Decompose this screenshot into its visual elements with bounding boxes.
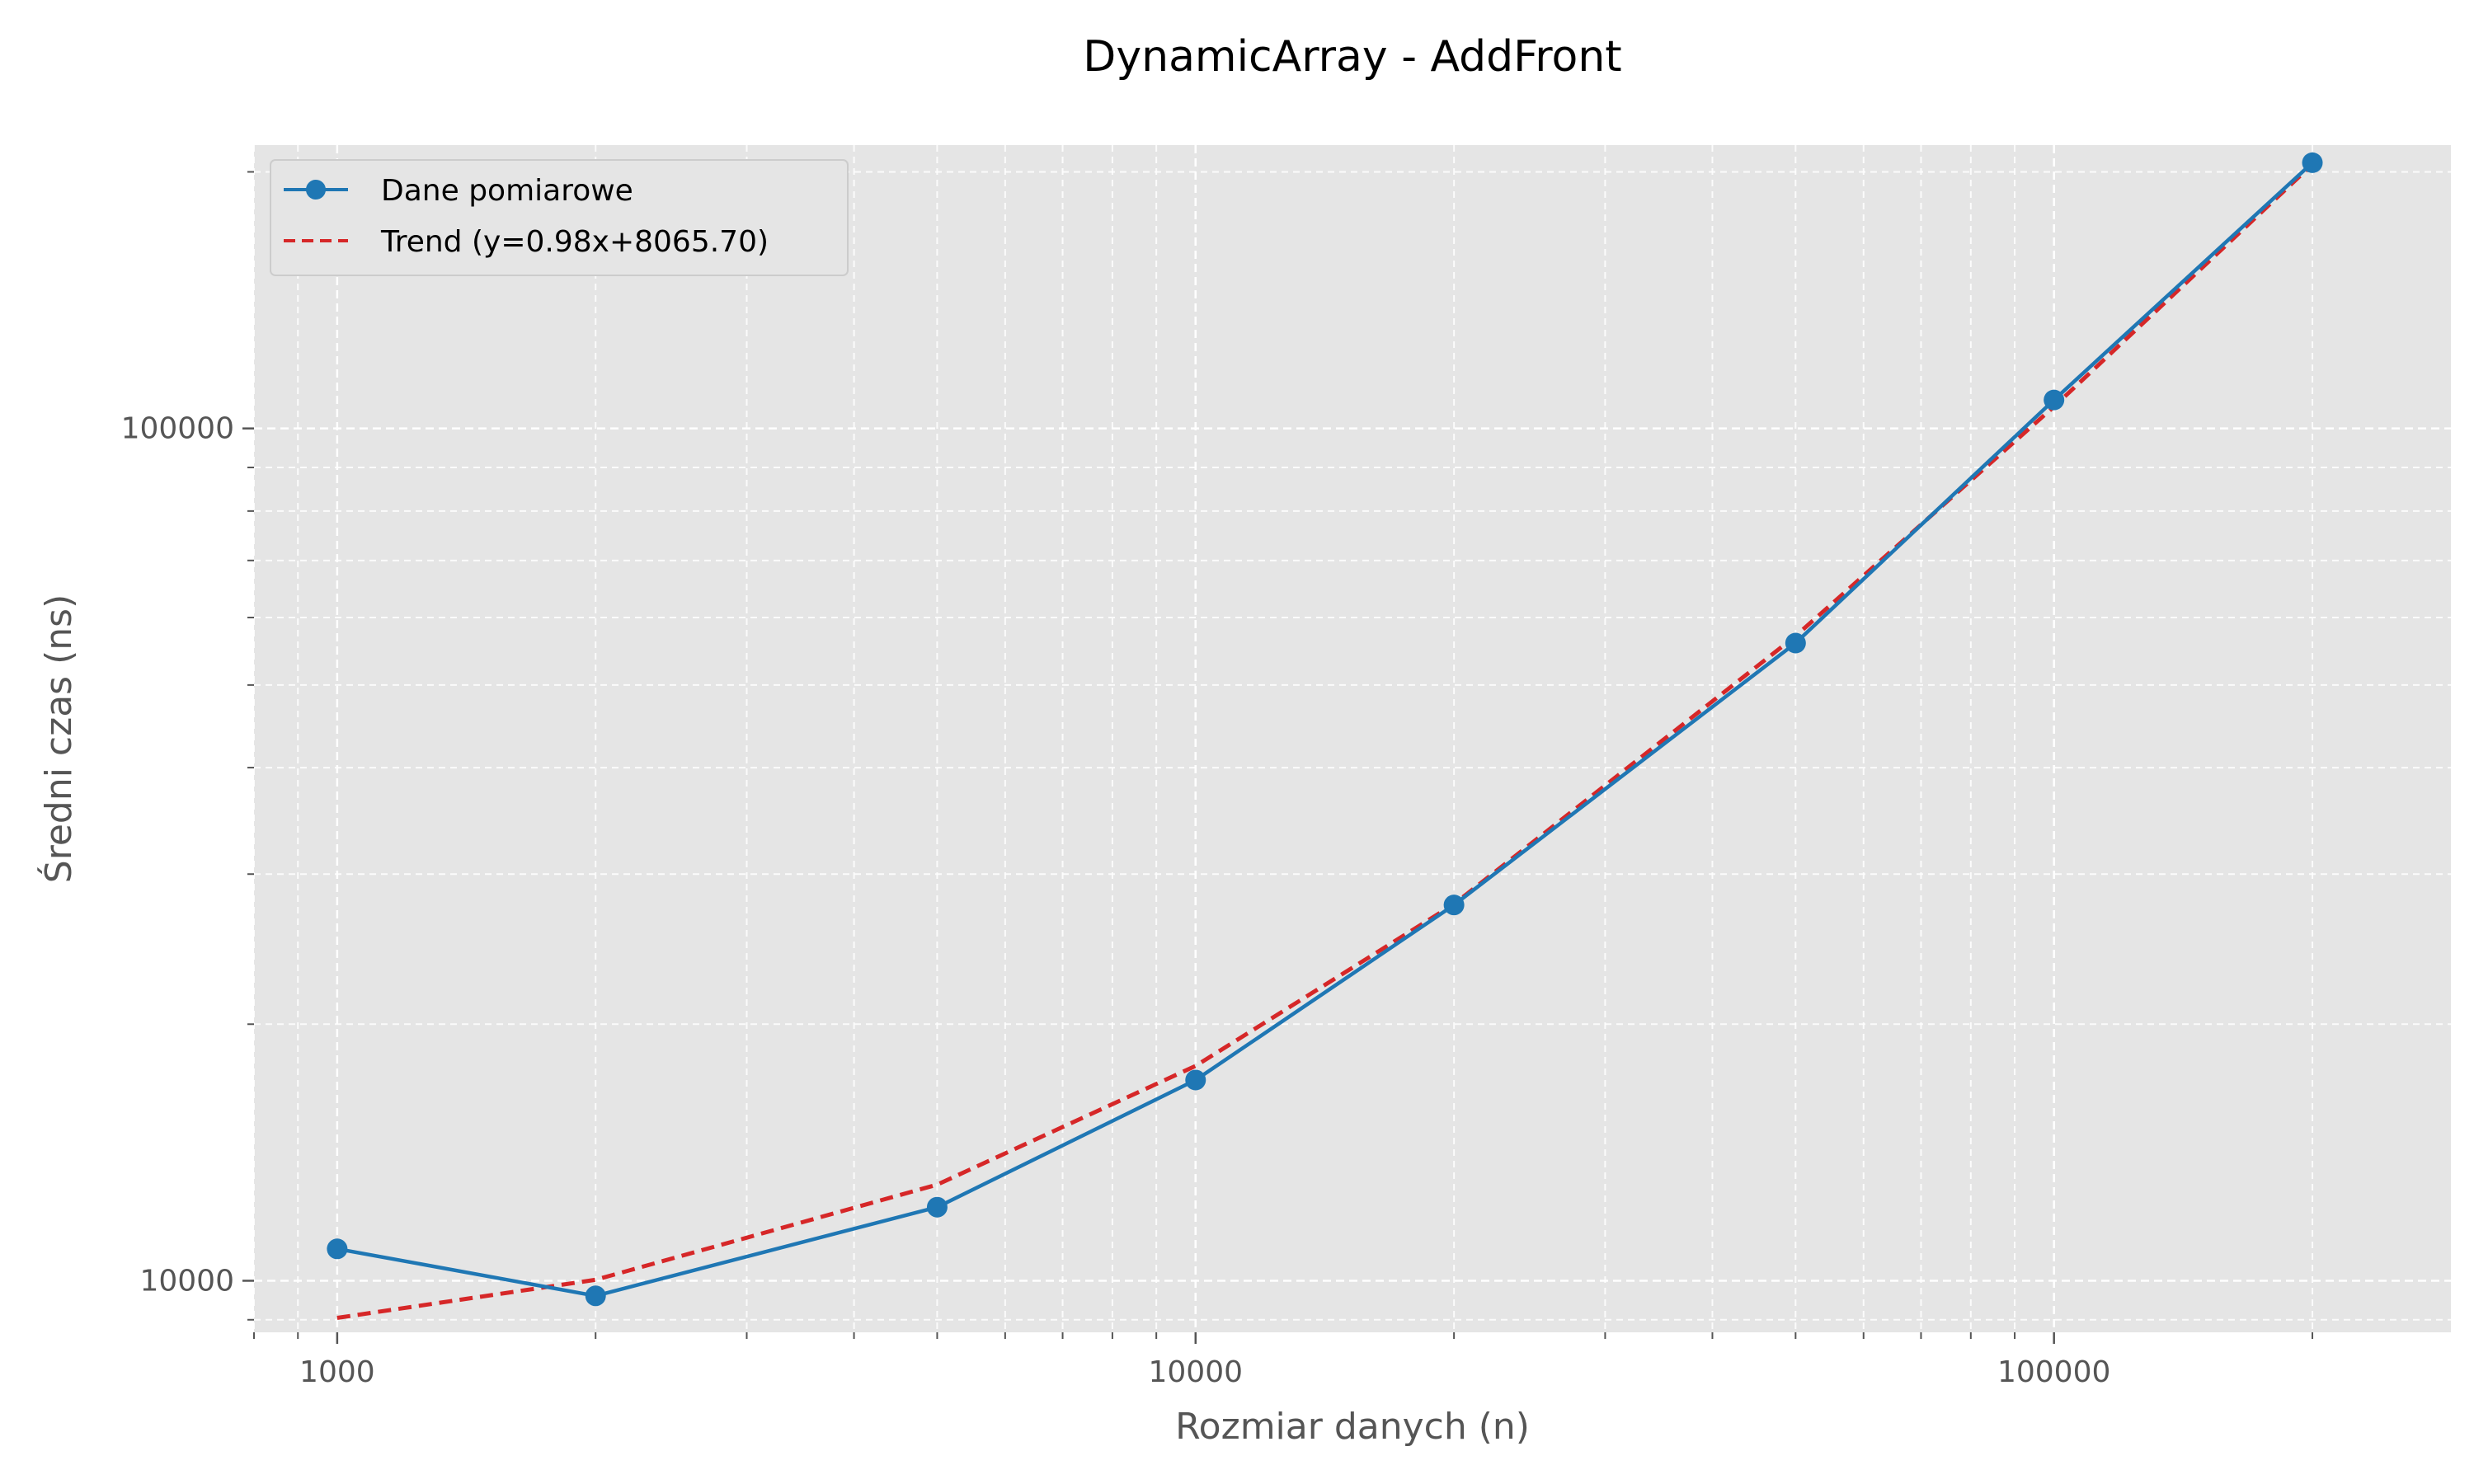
y-axis-label: Średni czas (ns) [36,594,80,883]
x-tick-label: 1000 [299,1355,375,1389]
x-axis-label: Rozmiar danych (n) [1175,1406,1530,1448]
measured-point [1443,895,1465,916]
x-tick-label: 10000 [1149,1355,1244,1389]
x-tick-label: 100000 [1997,1355,2110,1389]
measured-line [336,161,2314,1298]
measured-point [2302,152,2323,173]
legend-box [270,159,849,276]
legend-marker-measured [306,180,326,200]
trend-line [336,162,2314,1320]
measured-point [327,1238,348,1260]
series-layer [327,152,2323,1320]
measured-point [1785,632,1806,654]
plot-area [254,145,2451,1332]
y-tick-label: 100000 [121,412,234,446]
chart-title: DynamicArray - AddFront [1083,32,1621,82]
legend-label-measured: Dane pomiarowe [381,174,633,208]
minor-grid [253,145,2451,1332]
y-tick-label: 10000 [139,1264,234,1298]
major-grid [254,145,2451,1332]
legend-label-trend: Trend (y=0.98x+8065.70) [380,225,769,259]
measured-point [585,1285,606,1307]
measured-point [2044,389,2065,411]
legend: Dane pomiarowe Trend (y=0.98x+8065.70) [270,159,849,276]
measured-point [926,1196,948,1218]
x-axis-ticks: 1000 10000 100000 [253,1332,2314,1389]
measured-point [1185,1069,1206,1091]
y-axis-ticks: 10000 100000 [121,171,254,1321]
